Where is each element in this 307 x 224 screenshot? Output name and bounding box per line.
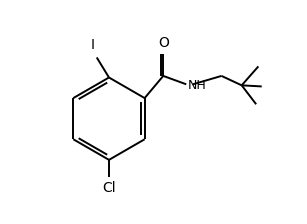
Text: O: O <box>158 36 169 50</box>
Text: Cl: Cl <box>102 181 116 195</box>
Text: NH: NH <box>187 79 206 92</box>
Text: I: I <box>91 38 95 52</box>
